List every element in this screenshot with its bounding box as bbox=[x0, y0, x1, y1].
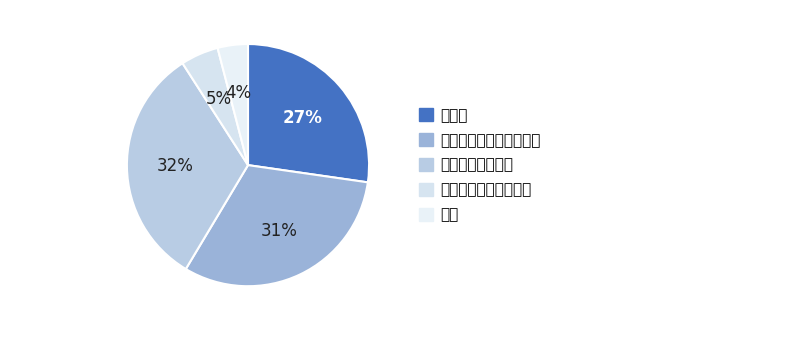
Text: 27%: 27% bbox=[283, 109, 323, 127]
Text: 31%: 31% bbox=[261, 222, 298, 240]
Legend: 嬉しい, どちらかというと嬉しい, 特に何も思わない, どちらかというと不快, 不快: 嬉しい, どちらかというと嬉しい, 特に何も思わない, どちらかというと不快, … bbox=[413, 101, 547, 229]
Text: 4%: 4% bbox=[226, 84, 252, 102]
Wedge shape bbox=[218, 44, 248, 165]
Wedge shape bbox=[186, 165, 368, 286]
Text: 32%: 32% bbox=[157, 157, 194, 175]
Wedge shape bbox=[182, 48, 248, 165]
Wedge shape bbox=[248, 44, 369, 182]
Wedge shape bbox=[127, 63, 248, 269]
Text: 5%: 5% bbox=[206, 89, 232, 108]
